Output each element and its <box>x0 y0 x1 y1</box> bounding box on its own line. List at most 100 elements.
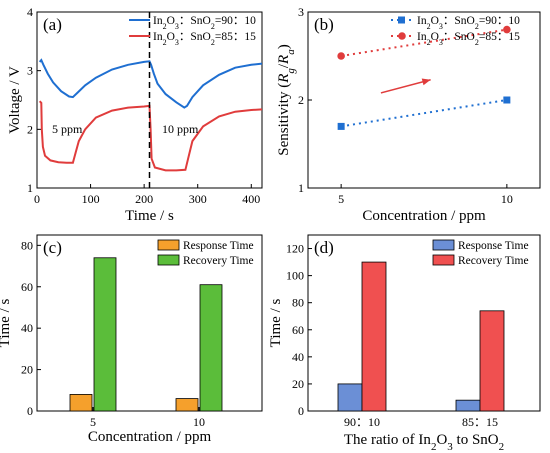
panel-d-xlabel-part: 3 <box>447 441 453 453</box>
panel-a-xtick-label: 400 <box>242 192 260 206</box>
panel-a-legend-label-1-part: ：SnO <box>179 15 211 27</box>
panel-d-xlabel-part: 2 <box>431 441 437 453</box>
panel-b-legend-label-2-part: 2 <box>475 38 479 47</box>
panel-d-ytick-label: 60 <box>292 323 304 337</box>
panel-d-panel-label: (d) <box>314 238 334 257</box>
panel-b-series-2-point <box>503 25 511 34</box>
panel-a-ytick-label: 3 <box>27 64 33 78</box>
panel-b-legend-label-1-part: 3 <box>439 22 443 31</box>
panel-c-bar-recovery <box>199 284 223 412</box>
panel-b-legend-label-2-part: In <box>417 31 427 43</box>
panel-d-legend-label-1: Response Time <box>458 240 529 252</box>
panel-a-legend-label-2-part: In <box>153 31 163 43</box>
panel-b-series-2-point <box>337 52 345 60</box>
panel-a-ytick-label: 2 <box>27 122 33 136</box>
panel-a-xtick-label: 100 <box>82 192 100 206</box>
panel-d-bar-response <box>337 383 363 412</box>
panel-a-legend-label-2-part: 3 <box>175 38 179 47</box>
panel-c-legend-label-2: Recovery Time <box>183 255 254 267</box>
panel-d-bar-recovery <box>479 310 505 412</box>
panel-d-xlabel-part: to SnO <box>453 432 499 448</box>
panel-b-legend-marker-1 <box>398 16 405 24</box>
panel-d-frame <box>307 234 541 412</box>
panel-b-ylabel-part: g <box>285 68 297 74</box>
panel-b-xtick-label: 10 <box>501 192 513 206</box>
panel-a-series-2-line <box>38 100 263 172</box>
panel-d-xlabel-part: 2 <box>499 441 505 453</box>
panel-a-ytick-label: 4 <box>27 5 33 19</box>
panel-a-legend-label-1-part: O <box>167 15 175 27</box>
panel-d-ytick-label: 40 <box>292 350 304 364</box>
panel-b-ylabel: Sensitivity (Rg/Ra) <box>276 44 297 155</box>
panel-d-ytick-label: 0 <box>298 404 304 418</box>
panel-b-arrow-head <box>421 78 431 86</box>
panel-c-ytick-label: 40 <box>21 321 33 335</box>
panel-b-legend-label-2-part: ：SnO <box>443 31 475 43</box>
panel-b-legend-marker-2 <box>398 32 406 40</box>
panel-b-legend-label-1-part: 2 <box>475 22 479 31</box>
panel-a-legend-label-2-part: 2 <box>163 38 167 47</box>
panel-c-frame <box>36 234 263 412</box>
panel-c-bar-response <box>69 394 93 412</box>
panel-a-xtick-label: 0 <box>34 192 40 206</box>
panel-b-legend-label-1-part: In <box>417 15 427 27</box>
panel-a-panel-label: (a) <box>43 15 62 34</box>
panel-b-ytick-label: 3 <box>298 5 304 19</box>
panel-d-legend-swatch-1 <box>432 239 455 251</box>
panel-b-ylabel-part: ) <box>276 44 292 49</box>
panel-b-ylabel-part: Sensitivity ( <box>276 83 292 156</box>
panel-c-panel-label: (c) <box>43 238 62 257</box>
panel-d-bar-recovery <box>361 261 387 412</box>
panel-b-series-2-line <box>340 28 508 57</box>
panel-d-xlabel: The ratio of In2O3 to SnO2 <box>344 432 504 453</box>
panel-d-bar-response <box>455 399 481 412</box>
panel-a-annotation-5ppm: 5 ppm <box>52 122 83 136</box>
panel-b-arrow <box>380 79 431 94</box>
panel-b-legend-label-1-part: ：SnO <box>443 15 475 27</box>
panel-a-series-1-line <box>38 58 263 109</box>
panel-a-xlabel: Time / s <box>125 208 174 224</box>
panel-d-legend-swatch-2 <box>432 254 455 266</box>
panel-a-legend-label-2-part: ：SnO <box>179 31 211 43</box>
panel-a-legend-label-2: In2O3：SnO2=85：15 <box>153 31 256 47</box>
panel-c-legend-swatch-1 <box>157 239 180 251</box>
panel-d-xtick-label: 85：15 <box>462 415 498 429</box>
panel-b-ytick-label: 2 <box>298 93 304 107</box>
panel-d-xlabel-part: O <box>436 432 447 448</box>
panel-d-legend-label-2: Recovery Time <box>458 255 529 267</box>
panel-a-xtick-label: 200 <box>135 192 153 206</box>
panel-c-bar-recovery <box>93 257 117 412</box>
panel-c-ytick-label: 60 <box>21 280 33 294</box>
panel-b-ylabel-part: a <box>285 49 297 55</box>
panel-b-series-1-line <box>340 99 508 128</box>
panel-b-legend-label-1: In2O3：SnO2=90：10 <box>417 15 520 31</box>
panel-c-legend-label-1: Response Time <box>183 240 254 252</box>
panel-b-ytick-label: 1 <box>298 181 304 195</box>
panel-a-legend-label-2-part: O <box>167 31 175 43</box>
panel-a-legend-label-1-part: 3 <box>175 22 179 31</box>
panel-b-ylabel-part: / <box>276 63 292 68</box>
panel-b-panel-label: (b) <box>314 15 334 34</box>
panel-b-xlabel: Concentration / ppm <box>362 208 486 224</box>
panel-c-ytick-label: 0 <box>27 404 33 418</box>
panel-a-legend-label-1: In2O3：SnO2=90：10 <box>153 15 256 31</box>
panel-d-xlabel-part: The ratio of In <box>344 432 432 448</box>
panel-c-xtick-label: 10 <box>193 415 205 429</box>
panel-d-ytick-label: 20 <box>292 377 304 391</box>
panel-a-xtick-label: 300 <box>189 192 207 206</box>
panel-b-legend-label-2-part: 2 <box>427 38 431 47</box>
panel-c-ylabel: Time / s <box>0 299 13 348</box>
panel-c-ytick-label: 20 <box>21 363 33 377</box>
panel-c-ytick-label: 80 <box>21 238 33 252</box>
panel-d-ytick-label: 80 <box>292 296 304 310</box>
panel-a-legend-label-1-part: 2 <box>211 22 215 31</box>
panel-b-legend-label-2-part: =85：15 <box>479 31 520 43</box>
panel-a-legend-label-1-part: =90：10 <box>215 15 256 27</box>
panel-d-ytick-label: 100 <box>286 269 304 283</box>
panel-b-legend-label-1-part: 2 <box>427 22 431 31</box>
panel-b-xtick-label: 5 <box>338 192 344 206</box>
panel-d-ytick-label: 120 <box>286 242 304 256</box>
panel-c-xlabel: Concentration / ppm <box>88 429 212 445</box>
panel-a-annotation-10ppm: 10 ppm <box>162 122 199 136</box>
